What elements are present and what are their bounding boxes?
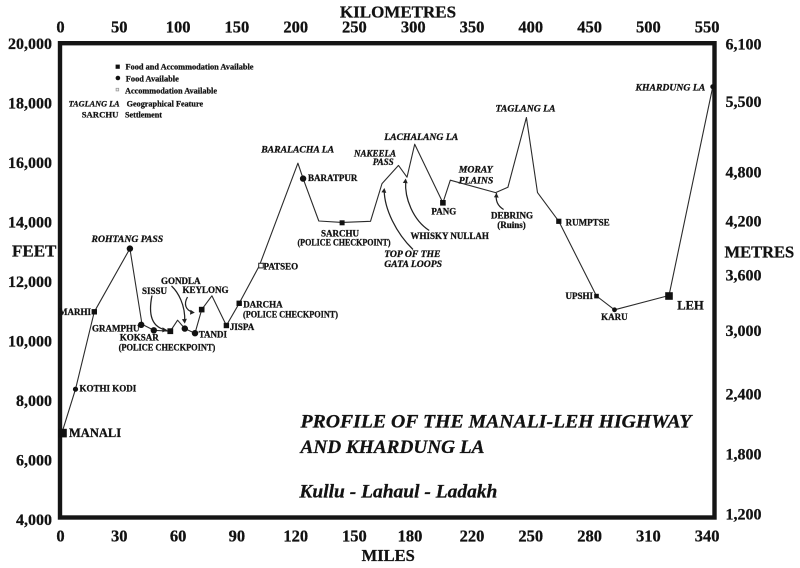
svg-text:500: 500: [636, 18, 661, 37]
svg-text:KHARDUNG LA: KHARDUNG LA: [635, 82, 706, 93]
svg-text:TAGLANG LA: TAGLANG LA: [496, 104, 557, 115]
svg-text:Food and Accommodation Availab: Food and Accommodation Available: [126, 62, 254, 72]
svg-text:Geographical Feature: Geographical Feature: [127, 98, 204, 108]
svg-text:14,000: 14,000: [8, 214, 52, 231]
svg-text:0: 0: [56, 527, 64, 546]
svg-text:4,000: 4,000: [16, 512, 52, 529]
svg-text:4,800: 4,800: [726, 164, 762, 181]
svg-text:(POLICE CHECKPOINT): (POLICE CHECKPOINT): [119, 343, 216, 353]
svg-text:280: 280: [577, 527, 602, 546]
svg-text:GRAMPHU: GRAMPHU: [92, 323, 140, 333]
svg-text:6,000: 6,000: [16, 452, 52, 469]
svg-text:450: 450: [577, 18, 602, 37]
svg-text:90: 90: [229, 527, 246, 546]
svg-text:(Ruins): (Ruins): [497, 220, 526, 230]
svg-text:TAGLANG LA: TAGLANG LA: [69, 98, 120, 108]
svg-text:GATA LOOPS: GATA LOOPS: [384, 259, 442, 270]
svg-text:LACHALANG LA: LACHALANG LA: [383, 132, 459, 143]
svg-text:BARALACHA LA: BARALACHA LA: [260, 145, 334, 156]
svg-text:MARHI: MARHI: [59, 307, 91, 317]
svg-text:16,000: 16,000: [8, 155, 52, 172]
svg-text:250: 250: [342, 18, 367, 37]
svg-text:220: 220: [460, 527, 485, 546]
svg-text:TANDI: TANDI: [199, 330, 228, 340]
svg-text:300: 300: [401, 18, 426, 37]
svg-text:KARU: KARU: [601, 312, 628, 322]
svg-text:550: 550: [695, 18, 720, 37]
svg-text:AND KHARDUNG LA: AND KHARDUNG LA: [299, 437, 484, 458]
svg-text:KEYLONG: KEYLONG: [183, 285, 229, 295]
svg-text:BARATPUR: BARATPUR: [308, 173, 358, 183]
svg-text:12,000: 12,000: [8, 274, 52, 291]
svg-text:GONDLA: GONDLA: [161, 276, 201, 286]
svg-text:DEBRING: DEBRING: [491, 211, 533, 221]
svg-text:(POLICE CHECKPOINT): (POLICE CHECKPOINT): [243, 309, 338, 319]
svg-text:150: 150: [342, 527, 367, 546]
svg-text:MORAY: MORAY: [458, 164, 494, 175]
svg-text:WHISKY NULLAH: WHISKY NULLAH: [411, 231, 489, 241]
svg-text:DARCHA: DARCHA: [243, 299, 283, 309]
svg-text:SARCHU: SARCHU: [82, 110, 119, 120]
svg-text:MILES: MILES: [362, 546, 415, 565]
svg-text:Settlement: Settlement: [125, 110, 162, 120]
svg-text:KILOMETRES: KILOMETRES: [340, 3, 456, 22]
svg-text:180: 180: [398, 527, 423, 546]
svg-text:LEH: LEH: [677, 299, 704, 313]
svg-text:4,200: 4,200: [726, 213, 762, 230]
svg-text:PASS: PASS: [373, 157, 394, 167]
svg-text:KOTHI KODI: KOTHI KODI: [80, 383, 137, 393]
svg-text:(POLICE CHECKPOINT): (POLICE CHECKPOINT): [298, 238, 391, 248]
svg-text:3,000: 3,000: [726, 323, 762, 340]
svg-text:60: 60: [170, 527, 187, 546]
svg-text:Kullu - Lahaul - Ladakh: Kullu - Lahaul - Ladakh: [298, 482, 497, 503]
svg-text:20,000: 20,000: [8, 36, 52, 53]
svg-text:5,500: 5,500: [726, 94, 762, 111]
svg-text:310: 310: [636, 527, 661, 546]
svg-text:50: 50: [111, 18, 128, 37]
svg-text:PLAINS: PLAINS: [459, 176, 493, 187]
svg-text:TOP OF THE: TOP OF THE: [384, 249, 441, 260]
svg-text:Food Available: Food Available: [126, 74, 179, 84]
svg-text:0: 0: [56, 18, 64, 37]
svg-text:8,000: 8,000: [16, 393, 52, 410]
svg-text:SARCHU: SARCHU: [321, 228, 360, 238]
svg-text:2,400: 2,400: [726, 386, 762, 403]
svg-text:NAKEELA: NAKEELA: [353, 148, 396, 158]
svg-text:400: 400: [518, 18, 543, 37]
svg-text:1,200: 1,200: [726, 506, 762, 523]
svg-text:1,800: 1,800: [726, 446, 762, 463]
svg-text:340: 340: [695, 527, 720, 546]
svg-text:100: 100: [166, 18, 191, 37]
svg-text:10,000: 10,000: [8, 333, 52, 350]
svg-text:PANG: PANG: [431, 207, 456, 217]
svg-text:18,000: 18,000: [8, 95, 52, 112]
svg-text:PATSEO: PATSEO: [264, 261, 299, 271]
svg-text:KOKSAR: KOKSAR: [120, 333, 160, 343]
svg-text:Accommodation Available: Accommodation Available: [125, 86, 217, 96]
svg-text:FEET: FEET: [12, 242, 57, 261]
svg-text:RUMPTSE: RUMPTSE: [566, 217, 610, 227]
svg-text:PROFILE OF THE MANALI-LEH HIGH: PROFILE OF THE MANALI-LEH HIGHWAY: [299, 412, 694, 433]
svg-text:6,100: 6,100: [726, 36, 762, 53]
svg-text:200: 200: [283, 18, 308, 37]
svg-text:120: 120: [283, 527, 308, 546]
svg-text:250: 250: [518, 527, 543, 546]
svg-text:UPSHI: UPSHI: [565, 291, 593, 301]
svg-text:30: 30: [111, 527, 128, 546]
svg-text:350: 350: [460, 18, 485, 37]
svg-text:3,600: 3,600: [726, 267, 762, 284]
svg-text:ROHTANG PASS: ROHTANG PASS: [91, 234, 164, 245]
svg-text:JISPA: JISPA: [230, 322, 255, 332]
svg-text:MANALI: MANALI: [69, 426, 121, 440]
svg-text:SISSU: SISSU: [142, 286, 168, 296]
svg-text:150: 150: [225, 18, 250, 37]
svg-text:METRES: METRES: [725, 242, 795, 261]
